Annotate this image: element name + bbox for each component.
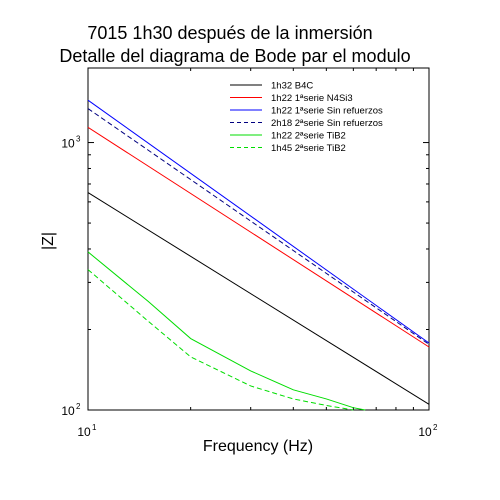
chart-title-line1: 7015 1h30 después de la inmersión — [87, 23, 372, 43]
x-tick-label: 10 — [77, 425, 91, 439]
series-line-3 — [87, 99, 430, 344]
series-line-1 — [87, 192, 430, 405]
legend-label-4: 2h18 2ªserie Sin refuerzos — [271, 118, 383, 129]
series-line-6 — [87, 269, 354, 411]
y-tick-exponent: 2 — [76, 402, 81, 411]
y-axis-label: |Z| — [40, 232, 57, 250]
legend-label-2: 1h22 1ªserie N4Si3 — [271, 93, 353, 104]
legend-label-6: 1h45 2ªserie TiB2 — [271, 143, 346, 154]
chart-title-line2: Detalle del diagrama de Bode par el modu… — [59, 46, 410, 66]
legend-label-1: 1h32 B4C — [271, 81, 313, 92]
series-line-4 — [87, 108, 430, 345]
legend-label-3: 1h22 1ªserie Sin refuerzos — [271, 106, 383, 117]
x-tick-label: 10 — [418, 425, 432, 439]
series-line-5 — [87, 251, 366, 411]
axis-ticks: 10 1 10 210 210 3 — [61, 68, 438, 439]
y-tick-exponent: 3 — [76, 135, 81, 144]
plot-frame — [87, 67, 430, 411]
series-line-2 — [87, 126, 430, 348]
x-tick-exponent: 1 — [92, 423, 97, 432]
series-lines — [87, 99, 430, 411]
y-tick-label: 10 — [61, 137, 75, 151]
y-tick-label: 10 — [61, 404, 75, 418]
x-tick-exponent: 2 — [433, 423, 438, 432]
x-axis-label: Frequency (Hz) — [203, 438, 313, 455]
legend-label-5: 1h22 2ªserie TiB2 — [271, 131, 346, 142]
